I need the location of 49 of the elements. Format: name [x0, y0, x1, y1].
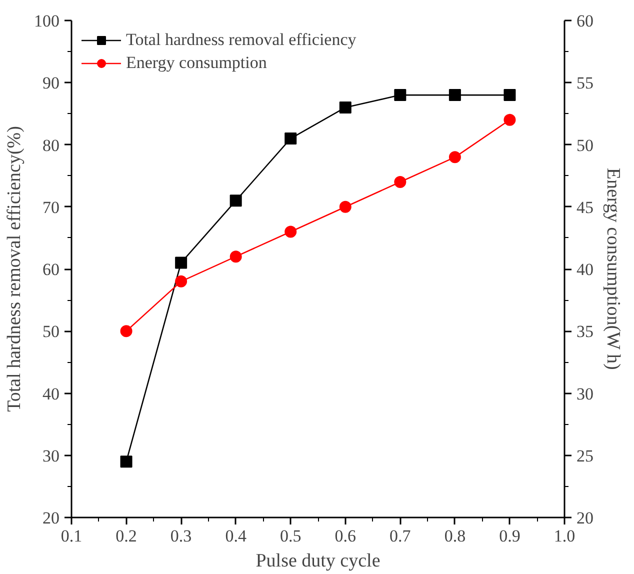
y2-tick-label: 20 — [576, 508, 594, 528]
legend-label: Total hardness removal efficiency — [126, 30, 356, 50]
point — [230, 250, 242, 263]
y-axis-title: Total hardness removal efficiency(%) — [4, 126, 25, 412]
x-tick-label: 1.0 — [554, 526, 576, 546]
x-tick-label: 0.3 — [170, 526, 192, 546]
x-tick-label: 0.6 — [334, 526, 356, 546]
point — [339, 200, 352, 213]
point — [394, 89, 406, 102]
y-tick-label: 70 — [42, 198, 60, 217]
legend-label: Energy consumption — [126, 53, 267, 73]
y2-tick-label: 60 — [576, 12, 594, 30]
point — [504, 89, 516, 102]
x-tick-label: 0.1 — [60, 526, 82, 546]
point — [504, 114, 516, 126]
y2-tick-label: 35 — [576, 322, 594, 342]
point — [339, 101, 352, 114]
y-tick-label: 80 — [42, 136, 60, 155]
y-tick-label: 20 — [42, 508, 60, 528]
point — [448, 89, 461, 102]
point — [448, 151, 461, 164]
y-tick-label: 100 — [34, 12, 60, 30]
x-tick-label: 0.8 — [444, 526, 466, 546]
x-tick-label: 0.9 — [499, 526, 520, 546]
point — [394, 176, 406, 188]
y-tick-label: 30 — [42, 446, 60, 466]
x-axis-title: Pulse duty cycle — [256, 550, 380, 572]
point — [120, 456, 132, 468]
x-tick-label: 0.2 — [116, 526, 137, 546]
y2-tick-label: 40 — [576, 260, 594, 279]
point — [284, 226, 297, 238]
point — [120, 325, 132, 338]
y-tick-label: 40 — [42, 384, 60, 404]
y-tick-label: 60 — [42, 260, 60, 279]
y-tick-label: 50 — [42, 322, 60, 342]
point — [175, 275, 188, 288]
point — [230, 194, 242, 207]
x-tick-label: 0.5 — [280, 526, 302, 546]
y2-tick-label: 50 — [576, 136, 594, 155]
y2-tick-label: 30 — [576, 384, 594, 404]
y2-tick-label: 45 — [576, 198, 594, 217]
y-tick-label: 90 — [42, 74, 60, 93]
y2-tick-label: 55 — [576, 74, 594, 93]
y2-axis-title: Energy consumption(W h) — [602, 168, 624, 370]
x-tick-label: 0.7 — [390, 526, 412, 546]
y2-tick-label: 25 — [576, 446, 594, 466]
point — [175, 256, 188, 269]
point — [284, 132, 297, 145]
x-tick-label: 0.4 — [225, 526, 247, 546]
